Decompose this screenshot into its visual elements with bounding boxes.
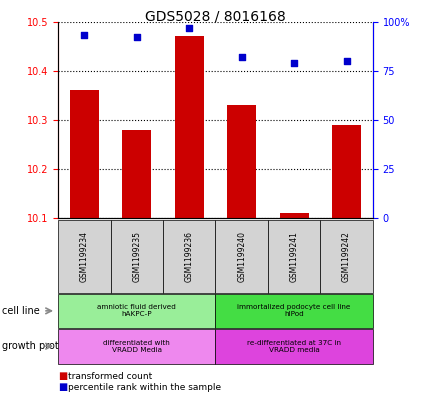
Text: cell line: cell line — [2, 306, 40, 316]
Bar — [70, 90, 98, 218]
Text: ■: ■ — [58, 382, 67, 392]
Text: GSM1199236: GSM1199236 — [184, 231, 194, 282]
Text: GSM1199241: GSM1199241 — [289, 231, 298, 282]
Text: ■: ■ — [58, 371, 67, 382]
Point — [185, 24, 192, 31]
Bar — [122, 130, 151, 218]
Text: transformed count: transformed count — [68, 372, 151, 381]
Point — [342, 58, 349, 64]
Point — [290, 60, 297, 66]
Text: GDS5028 / 8016168: GDS5028 / 8016168 — [145, 10, 285, 24]
Text: GSM1199240: GSM1199240 — [237, 231, 246, 282]
Text: amniotic fluid derived
hAKPC-P: amniotic fluid derived hAKPC-P — [97, 304, 176, 318]
Point — [133, 34, 140, 40]
Text: GSM1199242: GSM1199242 — [341, 231, 350, 282]
Text: immortalized podocyte cell line
hIPod: immortalized podocyte cell line hIPod — [237, 304, 350, 318]
Point — [81, 32, 88, 39]
Text: re-differentiated at 37C in
VRADD media: re-differentiated at 37C in VRADD media — [246, 340, 341, 353]
Bar — [279, 213, 308, 218]
Text: growth protocol: growth protocol — [2, 341, 79, 351]
Text: GSM1199234: GSM1199234 — [80, 231, 89, 282]
Bar — [175, 36, 203, 218]
Point — [238, 54, 245, 60]
Bar — [332, 125, 360, 218]
Text: differentiated with
VRADD Media: differentiated with VRADD Media — [103, 340, 170, 353]
Bar — [227, 105, 255, 218]
Text: percentile rank within the sample: percentile rank within the sample — [68, 383, 220, 391]
Text: GSM1199235: GSM1199235 — [132, 231, 141, 282]
